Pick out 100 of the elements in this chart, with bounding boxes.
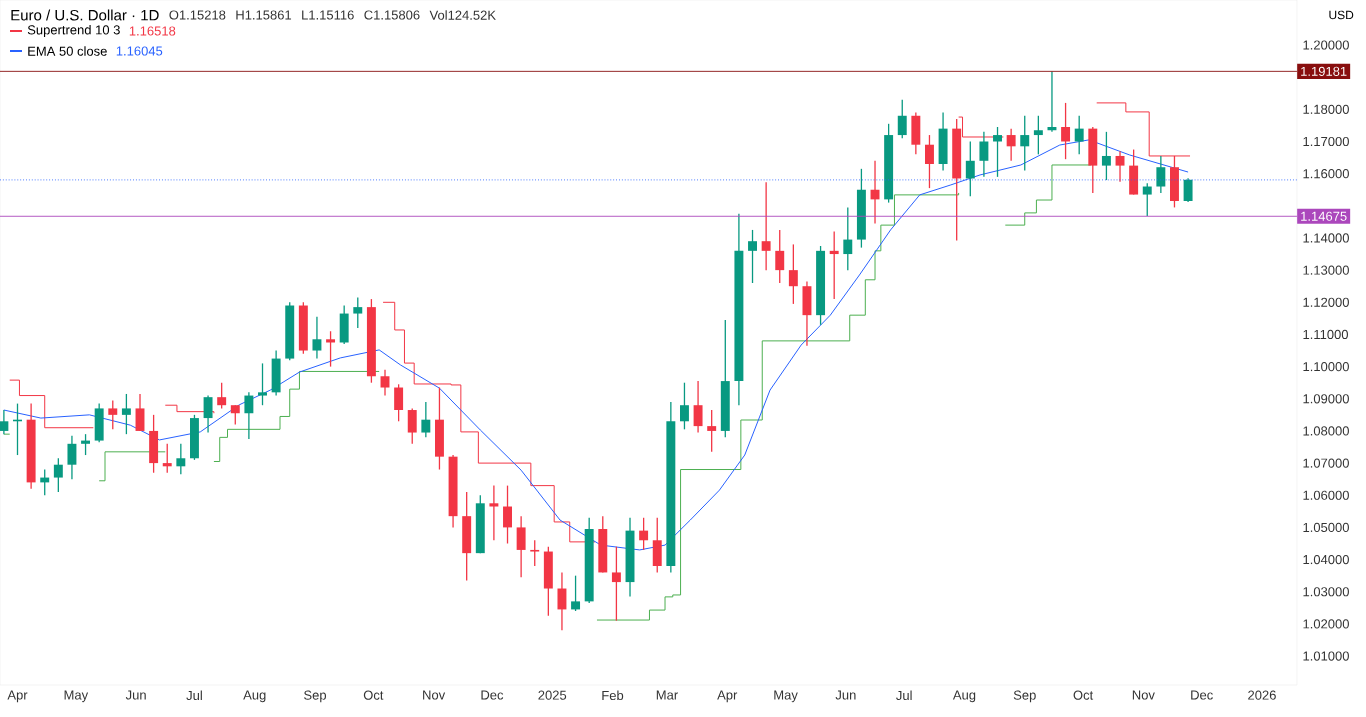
candlestick bbox=[108, 399, 118, 430]
annotation: Vol124.52K bbox=[429, 10, 496, 20]
candlestick bbox=[1183, 177, 1193, 203]
x-tick-label: Mar bbox=[656, 690, 678, 700]
candlestick bbox=[326, 330, 336, 368]
candlestick bbox=[611, 546, 621, 622]
annotation: 1.16045 bbox=[116, 46, 163, 56]
chart-title: Euro / U.S. Dollar · 1D bbox=[11, 9, 159, 21]
candlestick bbox=[761, 181, 771, 271]
annotation: H1.15861 bbox=[236, 10, 292, 20]
candlestick bbox=[788, 243, 798, 305]
y-tick-label: 1.01000 bbox=[1303, 651, 1349, 661]
annotation: O1.15218 bbox=[169, 10, 226, 20]
x-tick-label: Sep bbox=[1013, 690, 1036, 703]
ref-line-label: 1.14675 bbox=[1301, 211, 1347, 221]
x-tick-label: Aug bbox=[952, 690, 976, 703]
x-tick-label: 2025 bbox=[538, 690, 567, 700]
x-tick-label: Sep bbox=[304, 690, 327, 703]
y-tick-label: 1.13000 bbox=[1303, 265, 1349, 275]
candlestick bbox=[489, 484, 499, 541]
candlestick bbox=[67, 435, 77, 480]
candlestick bbox=[176, 443, 186, 475]
candlestick bbox=[965, 140, 975, 197]
y-tick-label: 1.05000 bbox=[1303, 522, 1349, 533]
candlestick bbox=[530, 539, 540, 567]
candlestick bbox=[244, 391, 254, 440]
y-tick-label: 1.11000 bbox=[1303, 329, 1348, 340]
y-tick-label: 1.12000 bbox=[1303, 297, 1349, 307]
annotation: C1.15806 bbox=[364, 10, 420, 20]
x-tick-label: Oct bbox=[363, 690, 384, 700]
x-tick-label: Nov bbox=[423, 690, 446, 700]
x-tick-label: Dec bbox=[481, 690, 504, 700]
y-tick-label: 1.17000 bbox=[1303, 136, 1349, 147]
x-tick-label: May bbox=[774, 690, 798, 703]
y-tick-label: 1.09000 bbox=[1303, 394, 1349, 404]
candlestick bbox=[1156, 155, 1166, 194]
candlestick bbox=[135, 393, 145, 432]
candlestick bbox=[843, 206, 853, 271]
x-tick-label: Nov bbox=[1132, 690, 1155, 700]
y-tick-label: 1.08000 bbox=[1303, 426, 1349, 436]
candlestick bbox=[217, 382, 227, 410]
x-tick-label: Oct bbox=[1073, 690, 1094, 700]
y-tick-label: 1.18000 bbox=[1303, 104, 1349, 114]
candlestick bbox=[0, 409, 9, 435]
y-tick-label: 1.14000 bbox=[1303, 233, 1349, 243]
candlestick bbox=[1033, 115, 1043, 156]
candlestick bbox=[897, 99, 907, 139]
candlestick bbox=[1006, 127, 1016, 162]
x-tick-label: Feb bbox=[602, 690, 624, 701]
candlestick bbox=[1074, 115, 1084, 156]
candlestick bbox=[1061, 102, 1071, 160]
candlestick bbox=[380, 369, 390, 397]
ref-line-label: 1.19181 bbox=[1301, 66, 1347, 76]
candlestick bbox=[516, 515, 526, 578]
candlestick bbox=[1101, 131, 1111, 181]
candlestick bbox=[1115, 150, 1125, 183]
x-tick-label: Dec bbox=[1191, 690, 1213, 700]
candlestick bbox=[81, 433, 91, 456]
candlestick bbox=[53, 457, 63, 493]
candlestick bbox=[748, 229, 757, 284]
candlestick bbox=[503, 484, 512, 545]
annotation: L1.15116 bbox=[302, 10, 354, 20]
candlestick bbox=[679, 382, 689, 430]
x-tick-label: Apr bbox=[7, 690, 28, 703]
candlestick bbox=[1020, 115, 1030, 172]
candlestick bbox=[707, 409, 717, 453]
y-tick-label: 1.16000 bbox=[1303, 169, 1349, 179]
candlestick bbox=[312, 316, 322, 360]
candlestick bbox=[421, 401, 431, 439]
candlestick bbox=[162, 443, 172, 474]
candlestick bbox=[639, 517, 649, 551]
y-tick-label: 1.10000 bbox=[1303, 362, 1349, 372]
y-tick-label: 1.04000 bbox=[1303, 554, 1349, 565]
text: USD bbox=[1329, 10, 1354, 20]
candlestick bbox=[407, 407, 417, 445]
candlestick bbox=[924, 134, 934, 189]
x-tick-label: May bbox=[64, 690, 89, 703]
x-tick-label: Jul bbox=[896, 690, 912, 701]
candlestick bbox=[829, 230, 839, 300]
candlestick bbox=[203, 394, 213, 434]
y-tick-label: 1.06000 bbox=[1303, 490, 1349, 500]
x-tick-label: Jul bbox=[186, 690, 202, 701]
candlestick bbox=[353, 296, 363, 329]
candlestick bbox=[1047, 70, 1057, 133]
x-tick-label: Jun bbox=[835, 690, 856, 700]
candlestick bbox=[979, 131, 989, 178]
x-tick-label: Jun bbox=[125, 690, 146, 700]
legend-label: Supertrend 10 3 bbox=[27, 24, 120, 38]
candlestick bbox=[230, 404, 240, 426]
x-tick-label: Apr bbox=[717, 690, 738, 703]
candlestick bbox=[1142, 182, 1152, 217]
y-tick-label: 1.02000 bbox=[1303, 619, 1349, 629]
candlestick bbox=[258, 362, 267, 406]
candlestick bbox=[394, 383, 404, 422]
candlestick bbox=[775, 229, 785, 284]
candlestick bbox=[993, 126, 1002, 178]
y-tick-label: 1.07000 bbox=[1303, 458, 1349, 468]
legend-label: EMA 50 close bbox=[28, 46, 107, 56]
y-tick-label: 1.20000 bbox=[1303, 40, 1349, 50]
candlestick bbox=[557, 571, 567, 631]
